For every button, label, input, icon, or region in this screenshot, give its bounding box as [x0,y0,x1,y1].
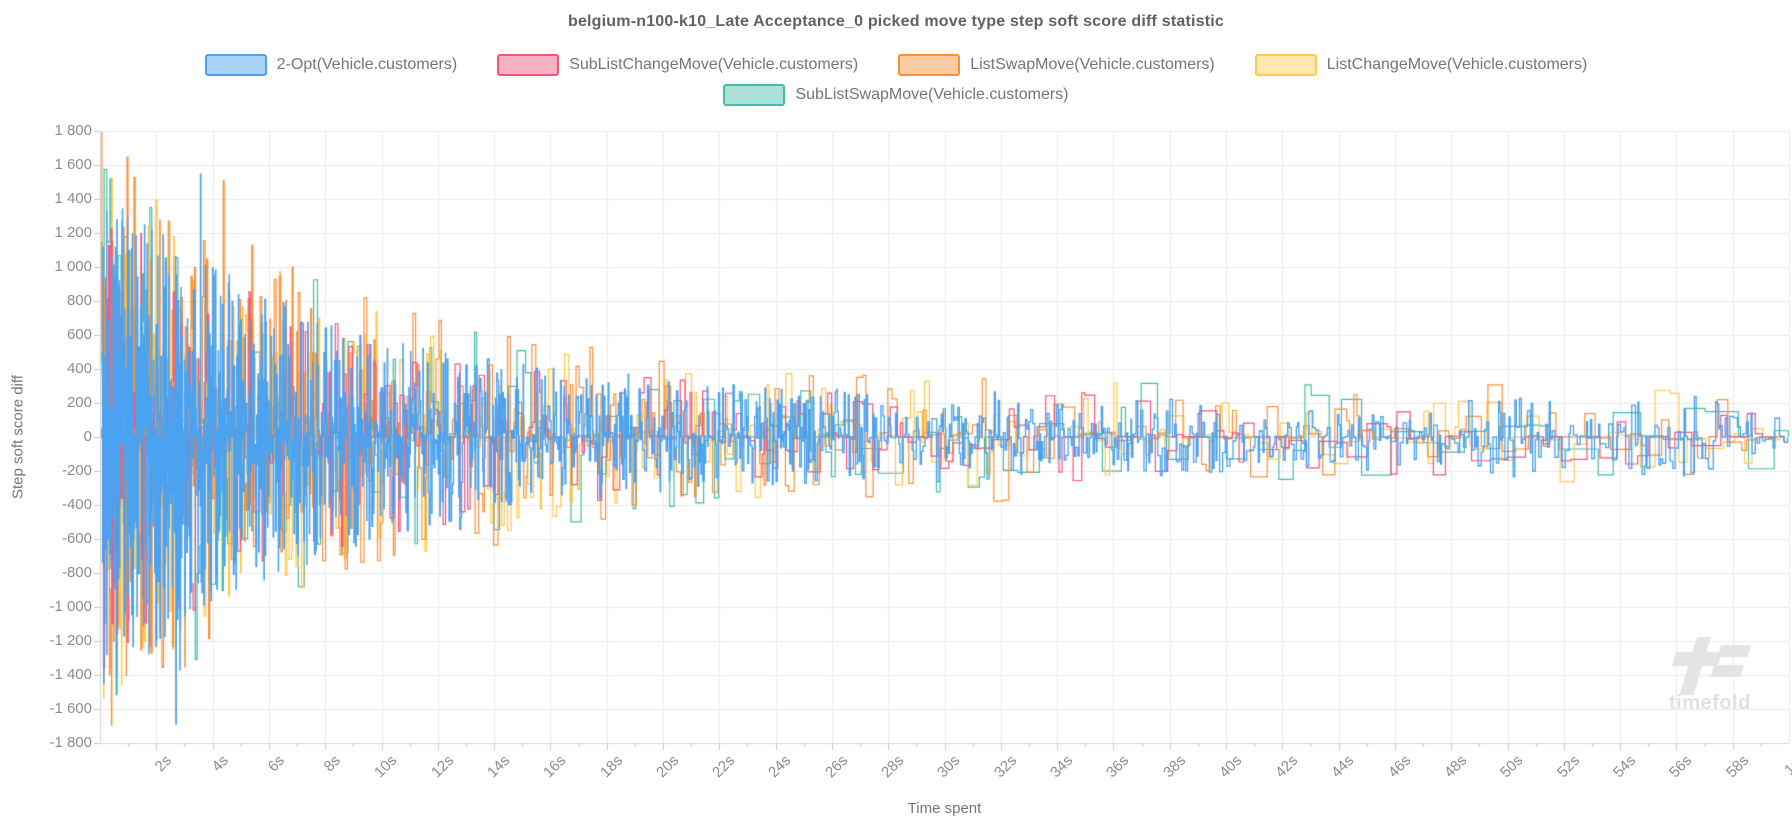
y-tick-label: -1 400 [49,666,92,683]
legend-row: SubListSwapMove(Vehicle.customers) [723,84,1069,106]
y-tick-label: 800 [66,292,92,309]
y-tick-label: -1 800 [49,734,92,751]
y-tick-label: 1 800 [54,122,92,139]
y-tick-label: 0 [83,428,92,445]
watermark-text: timefold [1669,692,1751,714]
legend-item-sublistswapmove[interactable]: SubListSwapMove(Vehicle.customers) [723,84,1069,106]
chart-title: belgium-n100-k10_Late Acceptance_0 picke… [567,13,1225,30]
legend-swatch-icon [204,54,267,76]
y-tick-label: -1 000 [49,598,92,615]
legend: 2-Opt(Vehicle.customers) SubListChangeMov… [108,54,1684,106]
y-tick-label: 1 600 [54,156,92,173]
legend-label: ListChangeMove(Vehicle.customers) [1326,56,1588,73]
y-tick-label: 1 200 [54,224,92,241]
legend-item-2-opt[interactable]: 2-Opt(Vehicle.customers) [204,54,458,76]
legend-item-sublistchangemove[interactable]: SubListChangeMove(Vehicle.customers) [497,54,858,76]
y-tick-label: -600 [61,530,92,547]
legend-label: SubListChangeMove(Vehicle.customers) [569,56,859,73]
y-tick-label: 600 [66,326,92,343]
legend-label: 2-Opt(Vehicle.customers) [276,56,458,73]
y-tick-label: -800 [61,564,92,581]
legend-item-listswapmove[interactable]: ListSwapMove(Vehicle.customers) [898,54,1215,76]
y-tick-label: -1 600 [49,700,92,717]
y-tick-label: -400 [61,496,92,513]
legend-swatch-icon [497,54,560,76]
legend-swatch-icon [1254,54,1317,76]
legend-swatch-icon [898,54,961,76]
y-axis-title: Step soft score diff [9,375,27,499]
legend-row: 2-Opt(Vehicle.customers) SubListChangeMov… [204,54,1588,76]
y-tick-label: -200 [61,462,92,479]
x-axis-title: Time spent [907,800,982,817]
legend-label: SubListSwapMove(Vehicle.customers) [795,86,1069,103]
y-tick-label: 400 [66,360,92,377]
y-tick-label: 200 [66,394,92,411]
legend-item-listchangemove[interactable]: ListChangeMove(Vehicle.customers) [1254,54,1588,76]
y-tick-label: 1 000 [54,258,92,275]
y-tick-label: 1 400 [54,190,92,207]
y-tick-label: -1 200 [49,632,92,649]
legend-label: ListSwapMove(Vehicle.customers) [970,56,1215,73]
legend-swatch-icon [723,84,786,106]
